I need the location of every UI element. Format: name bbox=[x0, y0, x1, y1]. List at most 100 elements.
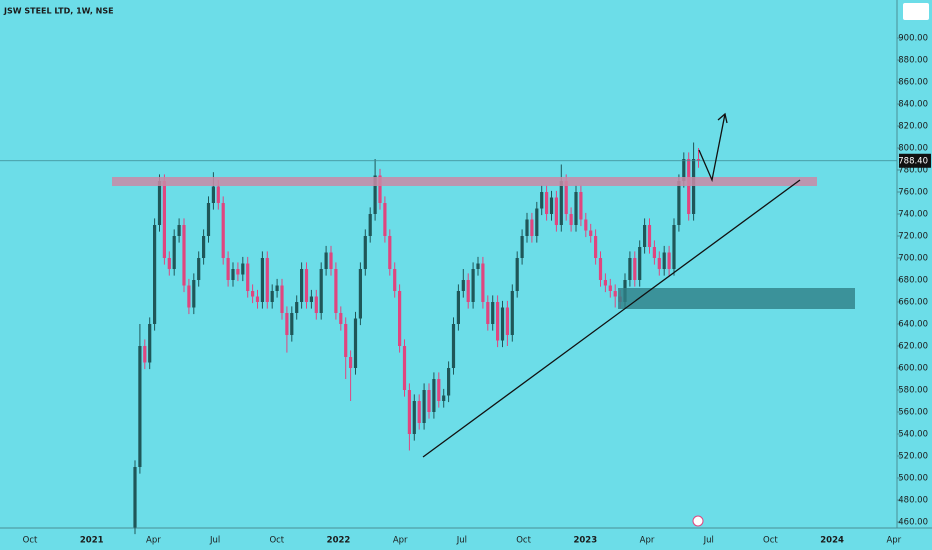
candle-body bbox=[402, 346, 407, 390]
candle-body bbox=[569, 214, 573, 225]
y-tick-label: 800.00 bbox=[898, 144, 928, 154]
candle-body bbox=[608, 285, 612, 291]
x-tick-label: 2024 bbox=[820, 536, 844, 546]
x-tick-label: 2023 bbox=[573, 536, 597, 546]
candle-body bbox=[236, 269, 240, 275]
candle-body bbox=[500, 307, 505, 341]
x-tick-label: Oct bbox=[516, 536, 531, 546]
candle-body bbox=[461, 280, 465, 291]
candle-body bbox=[652, 247, 656, 258]
chart-title: JSW STEEL LTD, 1W, NSE bbox=[3, 7, 114, 16]
candle-body bbox=[251, 291, 255, 297]
candle-body bbox=[535, 208, 539, 236]
x-tick-label: Apr bbox=[886, 536, 901, 546]
candle-body bbox=[388, 236, 392, 269]
y-tick-label: 760.00 bbox=[898, 188, 928, 198]
candle-body bbox=[505, 307, 509, 335]
candle-body bbox=[520, 236, 524, 258]
candle-body bbox=[373, 175, 377, 214]
candle-body bbox=[677, 181, 681, 225]
axis-layer: 460.00 480.00 500.00 520.00 540.00 560.00 580.… bbox=[23, 34, 931, 546]
candle-body bbox=[319, 269, 323, 313]
candle-body bbox=[525, 219, 529, 236]
candle-body bbox=[167, 258, 171, 269]
candle-body bbox=[692, 159, 696, 214]
x-tick-label: Apr bbox=[146, 536, 161, 546]
x-tick-label: Jul bbox=[703, 536, 714, 546]
candle-body bbox=[476, 263, 480, 269]
candle-body bbox=[422, 390, 426, 423]
candle-body bbox=[280, 285, 284, 313]
candle-body bbox=[510, 291, 514, 335]
candle-body bbox=[496, 302, 500, 341]
y-tick-label: 580.00 bbox=[898, 386, 928, 396]
candle-body bbox=[613, 291, 617, 297]
y-tick-label: 900.00 bbox=[898, 34, 928, 44]
candle-body bbox=[447, 368, 451, 396]
y-tick-label: 880.00 bbox=[898, 56, 928, 66]
candle-body bbox=[309, 296, 313, 302]
candle-body bbox=[584, 219, 588, 231]
candle-body bbox=[216, 186, 220, 203]
candle-body bbox=[378, 175, 382, 203]
candle-body bbox=[647, 225, 652, 247]
support-zone bbox=[618, 288, 855, 309]
candle-body bbox=[300, 269, 304, 302]
candle-body bbox=[157, 181, 162, 225]
candle-body bbox=[285, 313, 289, 335]
y-tick-label: 460.00 bbox=[898, 518, 928, 528]
candle-body bbox=[466, 280, 470, 302]
candle-body bbox=[579, 192, 583, 220]
candle-body bbox=[246, 263, 250, 291]
candle-body bbox=[667, 252, 671, 269]
candle-body bbox=[368, 214, 372, 236]
candle-body bbox=[603, 280, 607, 286]
candle-body bbox=[672, 225, 676, 269]
resistance-zone bbox=[112, 177, 817, 186]
y-tick-label: 600.00 bbox=[898, 364, 928, 374]
x-tick-label: Apr bbox=[640, 536, 655, 546]
y-tick-label: 720.00 bbox=[898, 232, 928, 242]
settings-box[interactable] bbox=[903, 3, 929, 20]
candle-body bbox=[138, 346, 142, 467]
candle-body bbox=[427, 390, 431, 412]
y-tick-label: 740.00 bbox=[898, 210, 928, 220]
candle-body bbox=[295, 302, 299, 313]
candle-body bbox=[456, 291, 460, 324]
candle-body bbox=[442, 395, 446, 401]
x-tick-label: Oct bbox=[269, 536, 284, 546]
x-tick-label: Jul bbox=[456, 536, 467, 546]
candle-body bbox=[221, 203, 225, 258]
x-tick-label: Jul bbox=[209, 536, 220, 546]
candle-body bbox=[598, 258, 603, 280]
candle-body bbox=[344, 324, 348, 357]
candle-body bbox=[172, 236, 176, 269]
y-tick-label: 620.00 bbox=[898, 342, 928, 352]
candle-body bbox=[265, 258, 269, 302]
x-tick-label: 2021 bbox=[80, 536, 104, 546]
y-tick-label: 840.00 bbox=[898, 100, 928, 110]
y-tick-label: 660.00 bbox=[898, 298, 928, 308]
candle-body bbox=[417, 401, 421, 423]
candle-body bbox=[643, 225, 647, 247]
candle-body bbox=[589, 230, 593, 236]
candle-body bbox=[211, 186, 215, 203]
candle-body bbox=[638, 247, 642, 280]
y-tick-label: 500.00 bbox=[898, 474, 928, 484]
y-tick-label: 860.00 bbox=[898, 78, 928, 88]
event-icon[interactable] bbox=[692, 515, 704, 527]
candle-body bbox=[515, 258, 519, 291]
candle-body bbox=[486, 302, 490, 324]
candle-body bbox=[231, 269, 235, 280]
candle-body bbox=[143, 346, 147, 363]
y-tick-label: 480.00 bbox=[898, 496, 928, 506]
candle-body bbox=[304, 269, 309, 302]
candle-body bbox=[687, 159, 691, 214]
x-tick-label: 2022 bbox=[327, 536, 351, 546]
candle-body bbox=[491, 302, 495, 324]
candle-body bbox=[241, 263, 245, 275]
candle-body bbox=[153, 225, 157, 324]
candle-body bbox=[682, 159, 686, 181]
candle-body bbox=[329, 252, 333, 269]
